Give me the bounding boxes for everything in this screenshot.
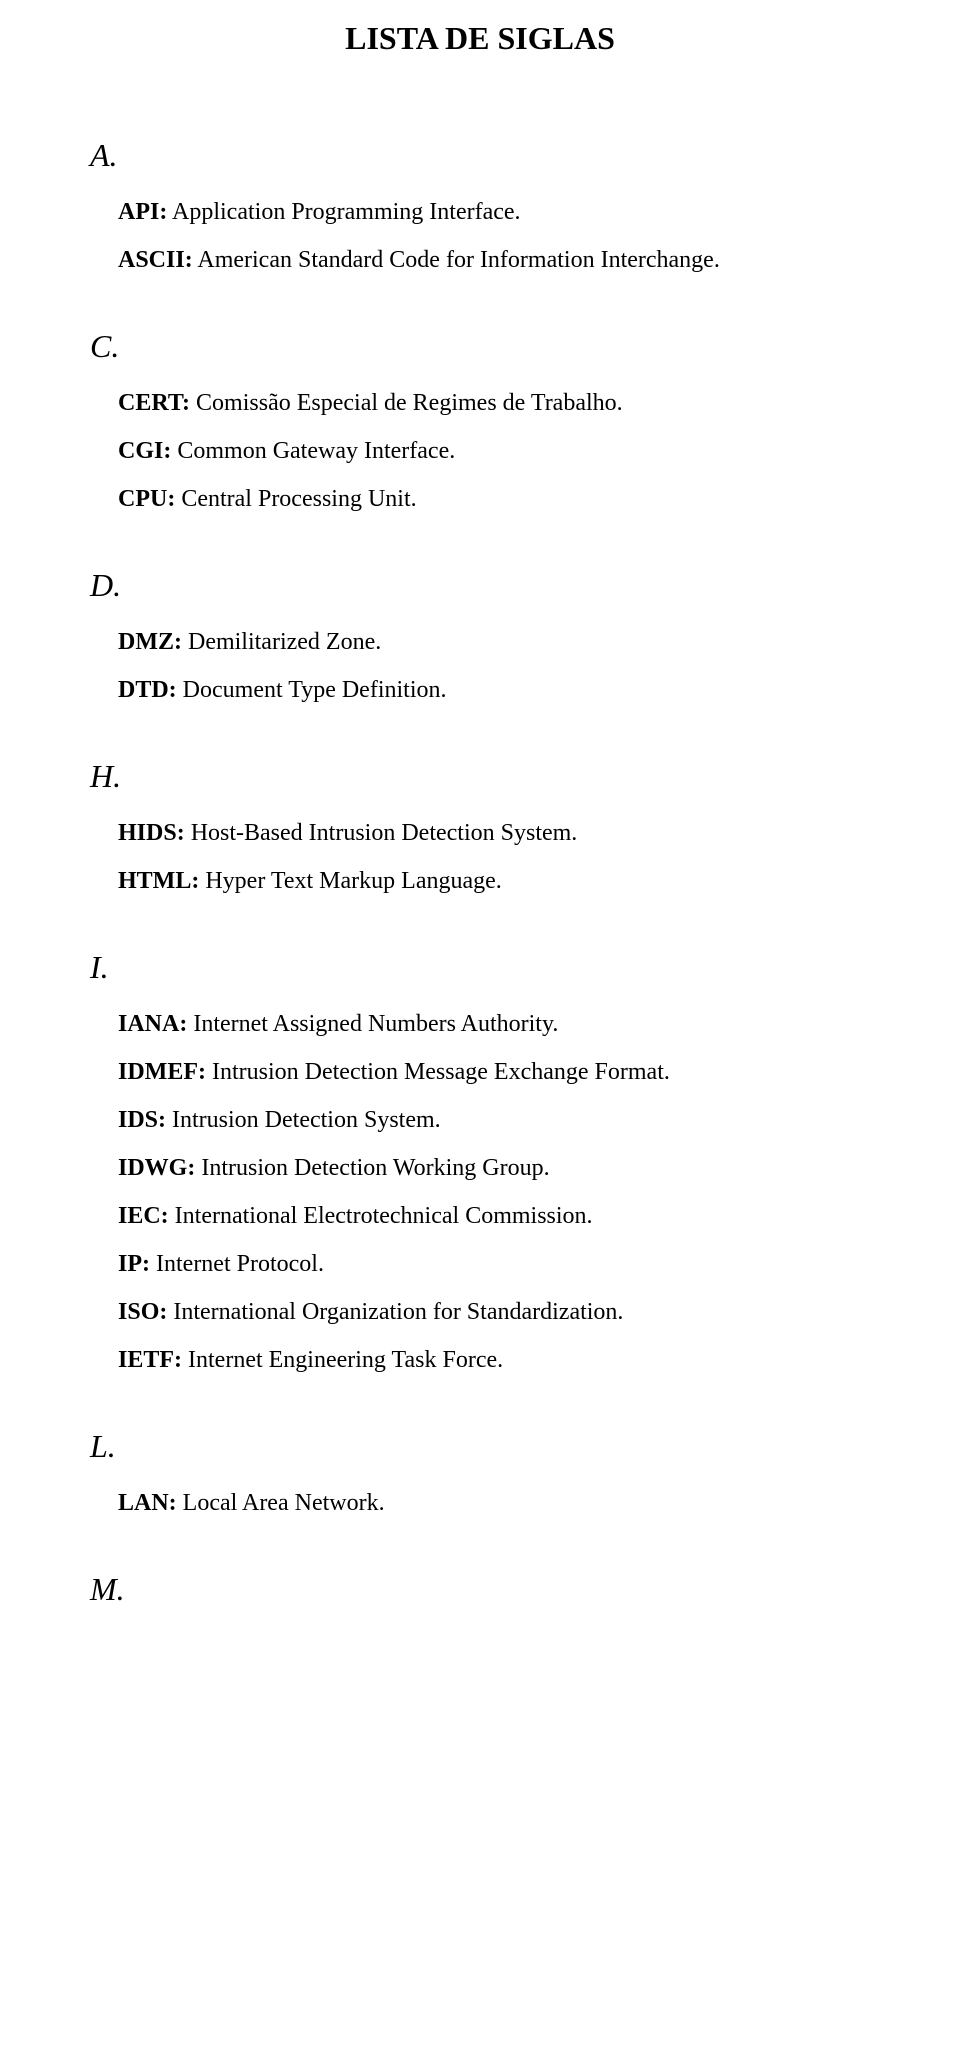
section-letter: C. bbox=[90, 328, 870, 365]
definition-text: Internet Assigned Numbers Authority. bbox=[187, 1011, 558, 1037]
section-letter: D. bbox=[90, 567, 870, 604]
acronym-label: IETF: bbox=[118, 1347, 182, 1373]
definition-text: Hyper Text Markup Language. bbox=[199, 868, 501, 894]
acronym-label: CGI: bbox=[118, 438, 171, 464]
definition-text: Host-Based Intrusion Detection System. bbox=[185, 820, 578, 846]
glossary-entry: IANA: Internet Assigned Numbers Authorit… bbox=[90, 1006, 870, 1042]
glossary-entry: DTD: Document Type Definition. bbox=[90, 672, 870, 708]
glossary-entry: HIDS: Host-Based Intrusion Detection Sys… bbox=[90, 815, 870, 851]
acronym-label: ISO: bbox=[118, 1299, 167, 1325]
definition-text: International Electrotechnical Commissio… bbox=[169, 1203, 593, 1229]
glossary-entry: IDMEF: Intrusion Detection Message Excha… bbox=[90, 1054, 870, 1090]
section-letter: M. bbox=[90, 1571, 870, 1608]
acronym-label: IDMEF: bbox=[118, 1059, 206, 1085]
acronym-label: IDWG: bbox=[118, 1155, 195, 1181]
acronym-label: LAN: bbox=[118, 1490, 177, 1516]
acronym-label: IDS: bbox=[118, 1107, 166, 1133]
glossary-entry: DMZ: Demilitarized Zone. bbox=[90, 624, 870, 660]
definition-text: Comissão Especial de Regimes de Trabalho… bbox=[190, 390, 623, 416]
acronym-label: ASCII: bbox=[118, 247, 193, 273]
acronym-label: CERT: bbox=[118, 390, 190, 416]
definition-text: Internet Protocol. bbox=[150, 1251, 324, 1277]
glossary-entry: ISO: International Organization for Stan… bbox=[90, 1294, 870, 1330]
acronym-label: API: bbox=[118, 199, 167, 225]
glossary-entry: CERT: Comissão Especial de Regimes de Tr… bbox=[90, 385, 870, 421]
definition-text: Central Processing Unit. bbox=[175, 486, 416, 512]
definition-text: Common Gateway Interface. bbox=[171, 438, 455, 464]
definition-text: Application Programming Interface. bbox=[167, 199, 520, 225]
definition-text: Intrusion Detection Working Group. bbox=[195, 1155, 549, 1181]
acronym-label: DTD: bbox=[118, 677, 177, 703]
acronym-label: CPU: bbox=[118, 486, 175, 512]
glossary-entry: IDS: Intrusion Detection System. bbox=[90, 1102, 870, 1138]
definition-text: Local Area Network. bbox=[177, 1490, 385, 1516]
section-letter: I. bbox=[90, 949, 870, 986]
glossary-entry: API: Application Programming Interface. bbox=[90, 194, 870, 230]
definition-text: Demilitarized Zone. bbox=[182, 629, 381, 655]
definition-text: International Organization for Standardi… bbox=[167, 1299, 623, 1325]
acronym-label: HIDS: bbox=[118, 820, 185, 846]
acronym-label: IP: bbox=[118, 1251, 150, 1277]
section-letter: L. bbox=[90, 1428, 870, 1465]
glossary-entry: HTML: Hyper Text Markup Language. bbox=[90, 863, 870, 899]
definition-text: Intrusion Detection System. bbox=[166, 1107, 441, 1133]
acronym-label: IANA: bbox=[118, 1011, 187, 1037]
glossary-entry: CGI: Common Gateway Interface. bbox=[90, 433, 870, 469]
glossary-entry: ASCII: American Standard Code for Inform… bbox=[90, 242, 870, 278]
definition-text: Intrusion Detection Message Exchange For… bbox=[206, 1059, 670, 1085]
acronym-label: HTML: bbox=[118, 868, 199, 894]
glossary-entry: IETF: Internet Engineering Task Force. bbox=[90, 1342, 870, 1378]
definition-text: Document Type Definition. bbox=[177, 677, 447, 703]
glossary-entry: IEC: International Electrotechnical Comm… bbox=[90, 1198, 870, 1234]
acronym-label: IEC: bbox=[118, 1203, 169, 1229]
page-title: LISTA DE SIGLAS bbox=[90, 20, 870, 57]
acronym-label: DMZ: bbox=[118, 629, 182, 655]
glossary-entry: CPU: Central Processing Unit. bbox=[90, 481, 870, 517]
glossary-entry: IP: Internet Protocol. bbox=[90, 1246, 870, 1282]
section-letter: A. bbox=[90, 137, 870, 174]
glossary-entry: IDWG: Intrusion Detection Working Group. bbox=[90, 1150, 870, 1186]
content-container: A. API: Application Programming Interface… bbox=[90, 137, 870, 1608]
definition-text: American Standard Code for Information I… bbox=[193, 247, 720, 273]
glossary-entry: LAN: Local Area Network. bbox=[90, 1485, 870, 1521]
section-letter: H. bbox=[90, 758, 870, 795]
definition-text: Internet Engineering Task Force. bbox=[182, 1347, 503, 1373]
